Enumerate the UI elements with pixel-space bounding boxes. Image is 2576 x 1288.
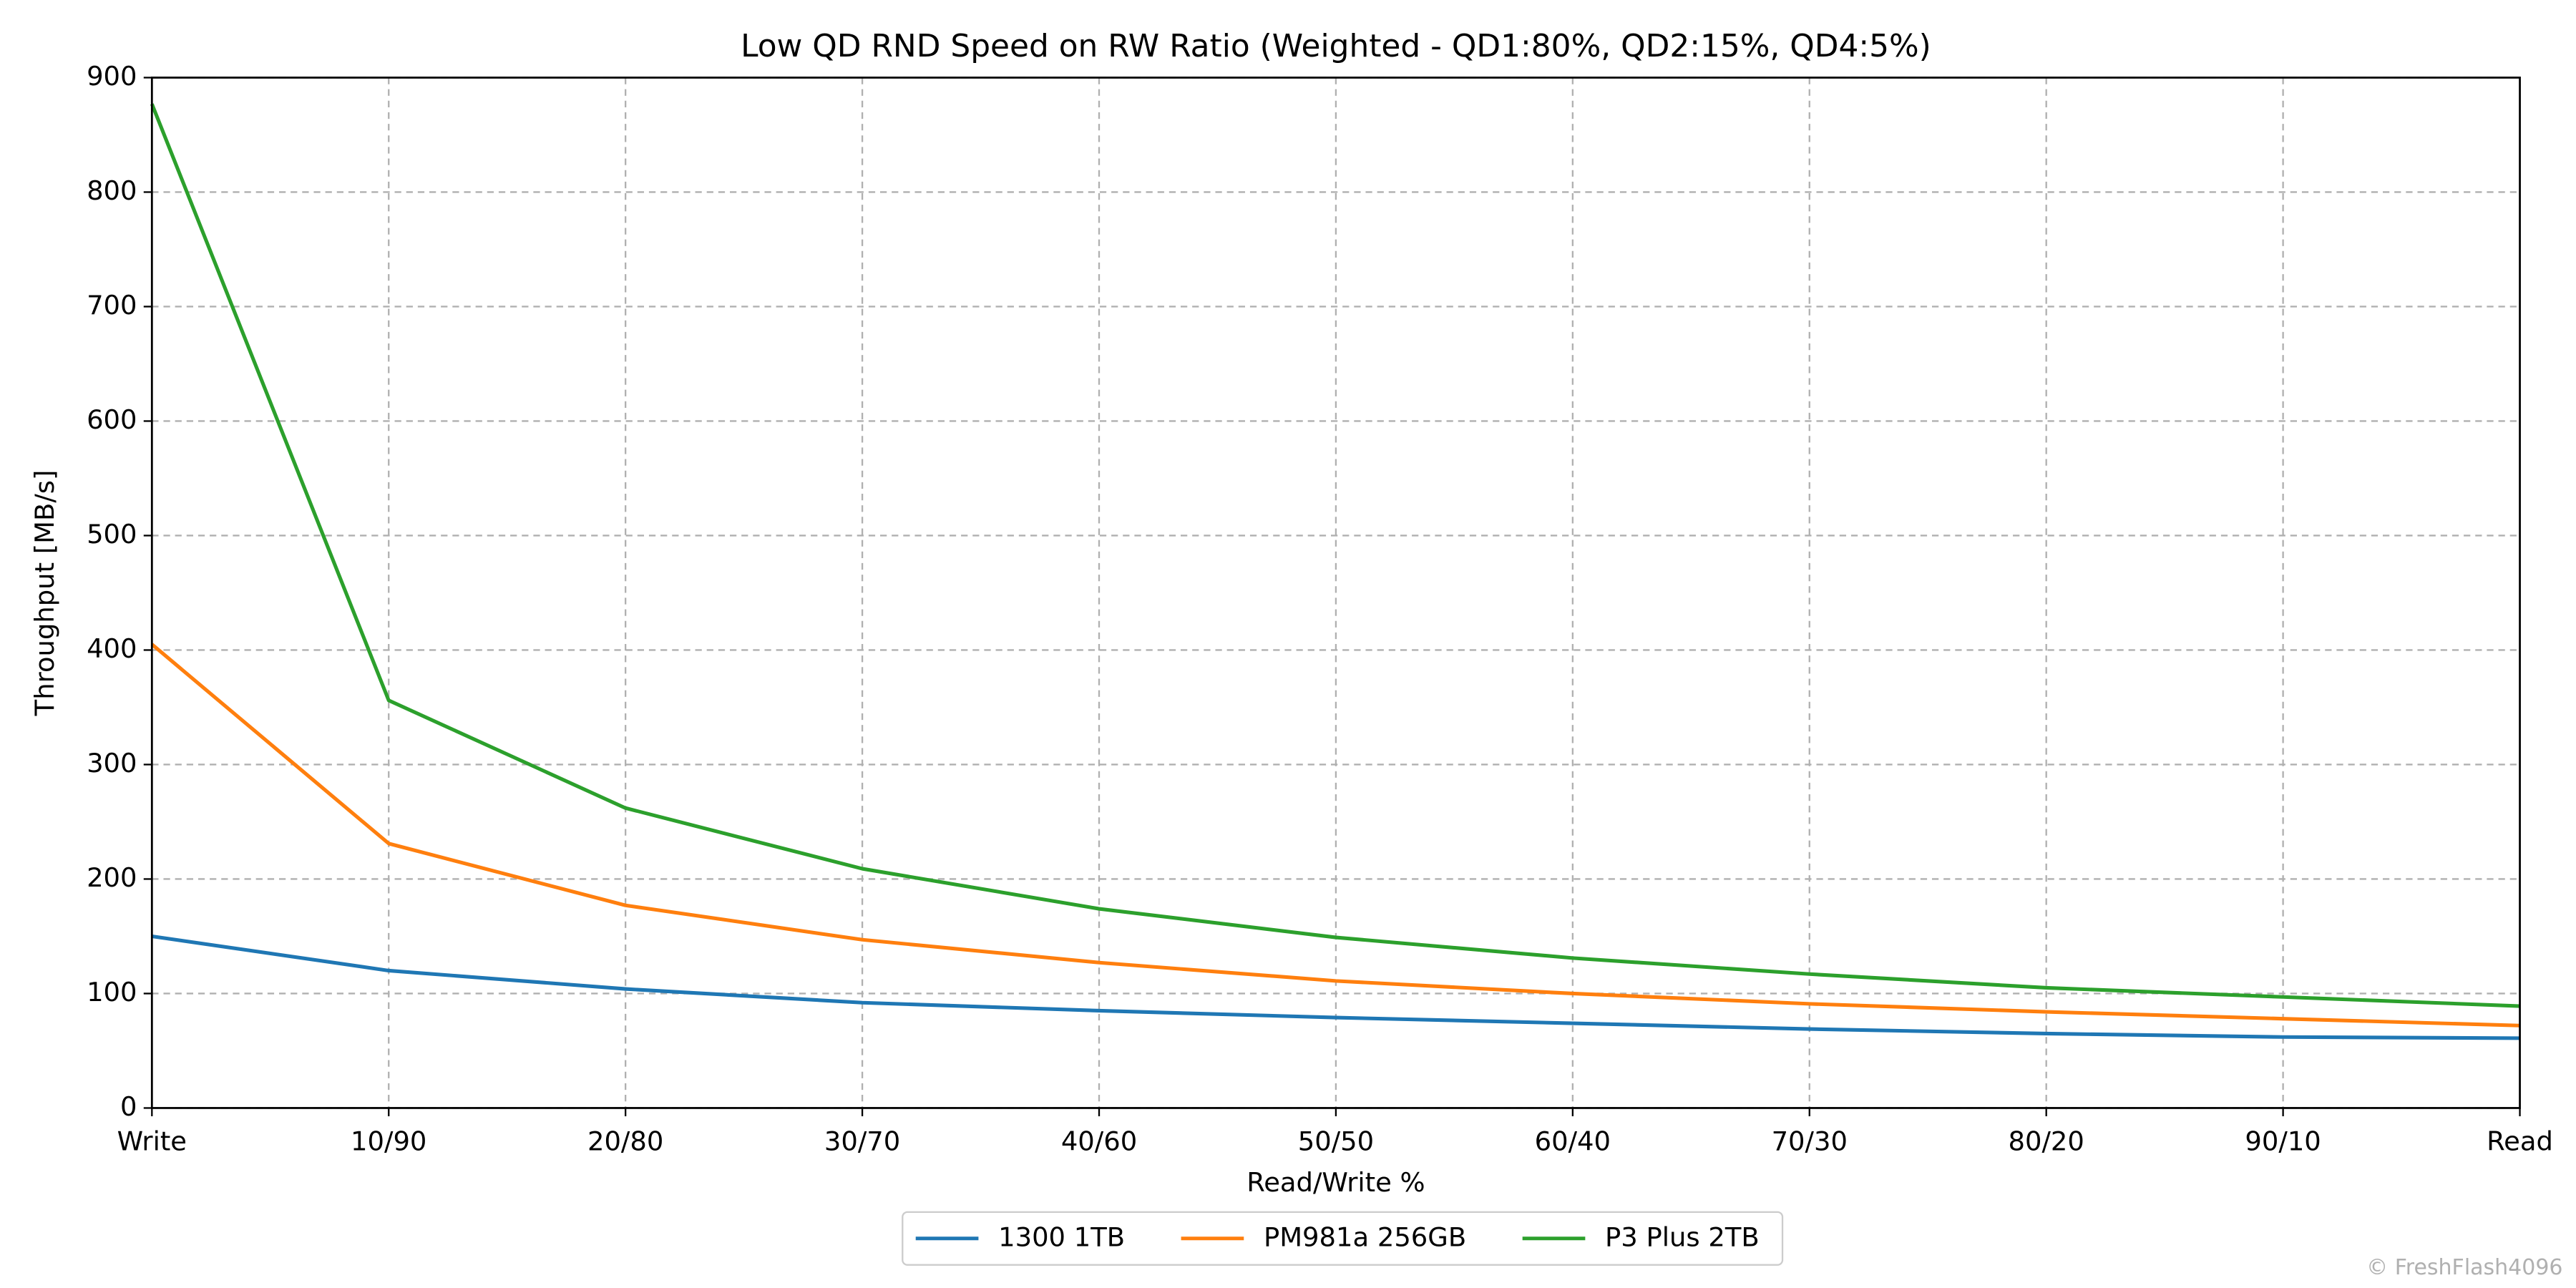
y-tick-label: 400: [87, 633, 137, 664]
chart-title: Low QD RND Speed on RW Ratio (Weighted -…: [741, 28, 1931, 64]
series-line: [150, 643, 2520, 1028]
legend-label: 1300 1TB: [998, 1221, 1125, 1252]
x-tick-label: 50/50: [1298, 1126, 1374, 1156]
x-tick-label: 90/10: [2245, 1126, 2321, 1156]
y-tick-label: 700: [87, 290, 137, 321]
series-line: [150, 103, 2520, 1008]
y-tick-label: 800: [87, 175, 137, 206]
x-axis-label: Read/Write %: [1246, 1167, 1425, 1198]
y-tick-label: 200: [87, 862, 137, 893]
x-tick-label: 30/70: [824, 1126, 900, 1156]
y-axis-label: Throughput [MB/s]: [29, 470, 60, 717]
plot-frame: [150, 77, 2521, 1109]
y-tick-label: 300: [87, 748, 137, 779]
x-tick-label: 60/40: [1535, 1126, 1611, 1156]
x-tick-label: 40/60: [1061, 1126, 1137, 1156]
x-tick-label: Write: [117, 1126, 187, 1156]
legend-label: PM981a 256GB: [1264, 1221, 1466, 1252]
y-tick-label: 600: [87, 404, 137, 435]
y-tick-label: 900: [87, 61, 137, 92]
series-line: [151, 934, 2520, 1040]
y-tick-label: 500: [87, 519, 137, 550]
x-tick-label: 80/20: [2009, 1126, 2084, 1156]
x-tick-label: Read: [2487, 1126, 2553, 1156]
x-tick-label: 20/80: [587, 1126, 663, 1156]
x-tick-label: 70/30: [1772, 1126, 1848, 1156]
y-tick-label: 0: [120, 1091, 137, 1122]
x-tick-label: 10/90: [351, 1126, 426, 1156]
watermark: © FreshFlash4096: [2366, 1255, 2562, 1280]
legend: 1300 1TB PM981a 256GB P3 Plus 2TB: [902, 1211, 1784, 1266]
legend-box: [902, 1211, 1784, 1266]
legend-label: P3 Plus 2TB: [1605, 1221, 1760, 1252]
y-tick-label: 100: [87, 977, 137, 1008]
